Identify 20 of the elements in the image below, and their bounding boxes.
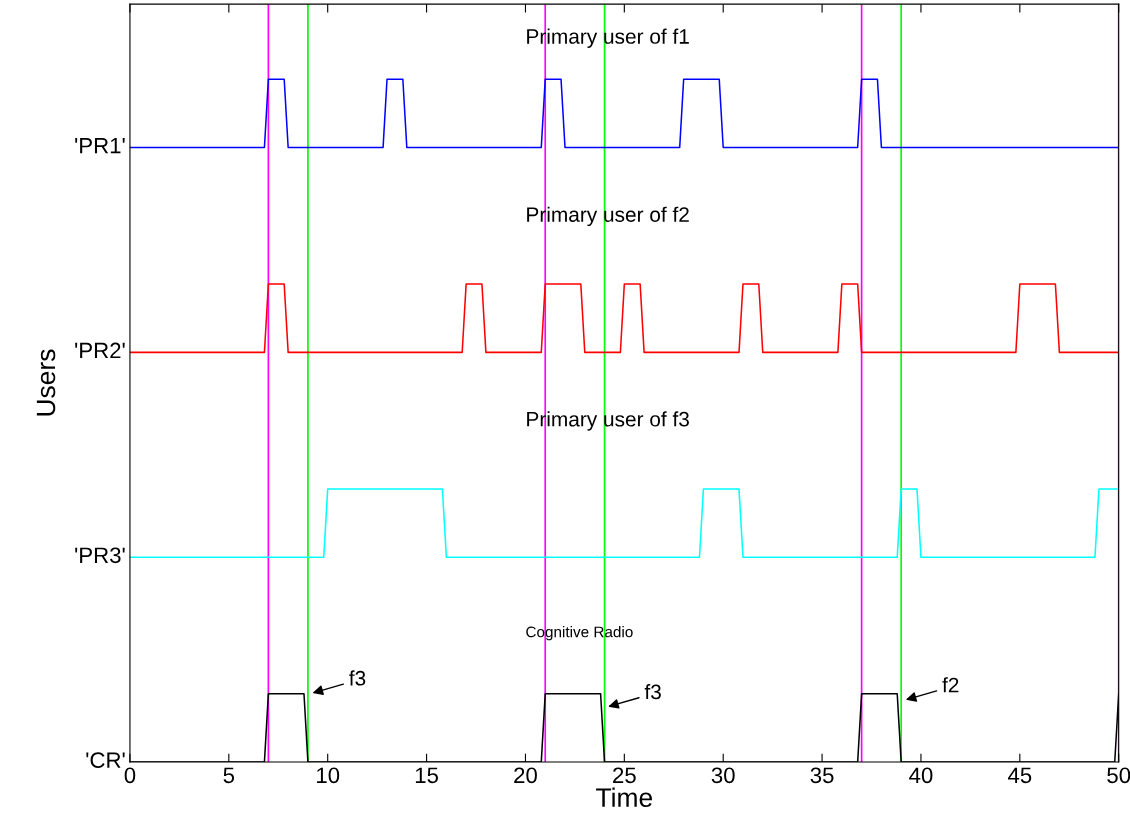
x-tick-label: 30 — [711, 767, 735, 784]
x-axis-title: Time — [596, 787, 652, 807]
x-tick-label: 0 — [124, 767, 136, 784]
x-tick-label: 35 — [810, 767, 834, 784]
y-axis-title: Users — [36, 349, 56, 416]
series-label: 'PR2' — [75, 342, 125, 359]
annotation: f3 — [349, 670, 366, 686]
annotation: f3 — [644, 684, 661, 700]
series-label: 'PR1' — [75, 137, 125, 154]
annotation: f2 — [942, 677, 959, 693]
series-label: 'PR3' — [75, 547, 125, 564]
x-tick-label: 10 — [317, 767, 340, 784]
x-tick-label: 25 — [613, 767, 636, 784]
x-tick-label: 40 — [909, 767, 933, 784]
x-tick-label: 45 — [1007, 767, 1032, 784]
series-label: 'CR' — [86, 752, 125, 768]
x-tick-label: 5 — [223, 767, 235, 784]
x-tick-label: 50 — [1107, 767, 1130, 784]
x-tick-label: 20 — [514, 767, 537, 784]
x-tick-label: 15 — [415, 767, 438, 784]
